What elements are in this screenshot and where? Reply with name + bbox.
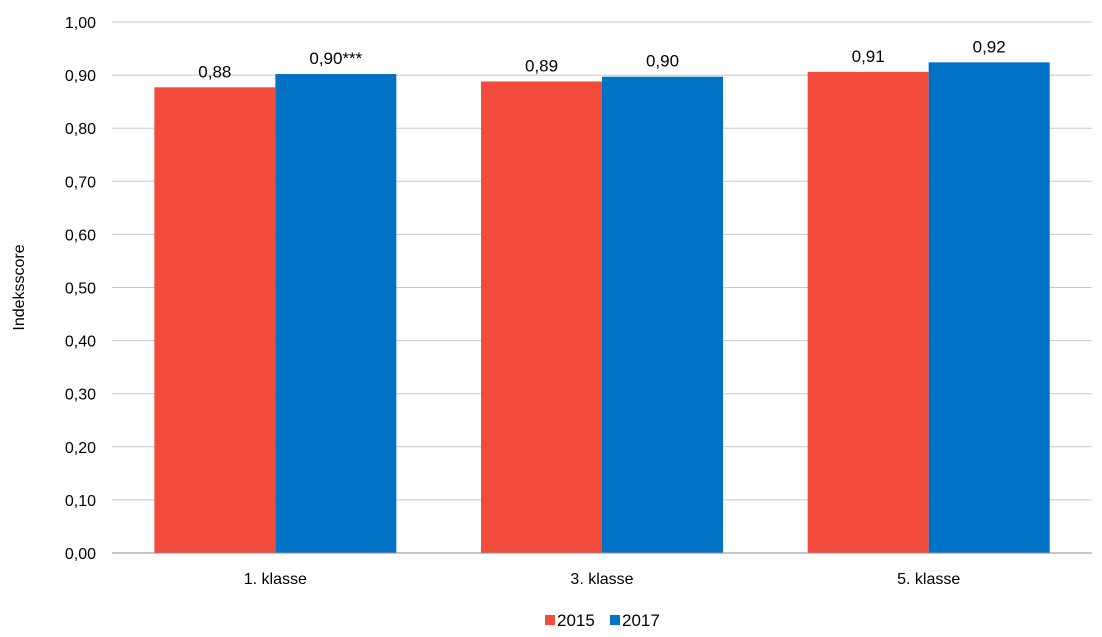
legend-swatch-2017 bbox=[610, 615, 620, 625]
data-label: 0,90*** bbox=[309, 49, 362, 68]
legend-label-2017: 2017 bbox=[622, 611, 660, 630]
y-tick-label: 0,60 bbox=[65, 227, 96, 244]
y-tick-label: 0,00 bbox=[65, 546, 96, 563]
y-tick-label: 0,40 bbox=[65, 334, 96, 351]
bars bbox=[154, 62, 1050, 554]
legend-label-2015: 2015 bbox=[557, 611, 595, 630]
x-tick-label: 3. klasse bbox=[570, 571, 633, 588]
bar-2017-1 bbox=[275, 74, 397, 554]
data-label: 0,90 bbox=[646, 52, 679, 71]
y-tick-label: 0,30 bbox=[65, 387, 96, 404]
y-tick-label: 0,70 bbox=[65, 174, 96, 191]
y-tick-label: 0,20 bbox=[65, 440, 96, 457]
bar-2015-2 bbox=[481, 81, 602, 554]
bar-2017-2 bbox=[602, 76, 723, 554]
data-label: 0,91 bbox=[852, 47, 885, 66]
legend-swatch-2015 bbox=[545, 615, 555, 625]
x-tick-label: 5. klasse bbox=[897, 571, 960, 588]
y-axis-ticks: 0,00 0,10 0,20 0,30 0,40 0,50 0,60 0,70 0,80 0,90… bbox=[65, 15, 96, 563]
data-label: 0,89 bbox=[525, 56, 558, 75]
y-axis-title: Indeksscore bbox=[11, 244, 28, 330]
bar-2017-3 bbox=[928, 62, 1050, 554]
x-tick-label: 1. klasse bbox=[244, 571, 307, 588]
y-tick-label: 0,90 bbox=[65, 68, 96, 85]
y-tick-label: 0,50 bbox=[65, 281, 96, 298]
y-tick-label: 0,80 bbox=[65, 121, 96, 138]
legend: 2015 2017 bbox=[545, 611, 660, 630]
x-axis-ticks: 1. klasse 3. klasse 5. klasse bbox=[244, 571, 961, 588]
bar-2015-1 bbox=[154, 87, 276, 554]
data-label: 0,92 bbox=[973, 37, 1006, 56]
data-label: 0,88 bbox=[198, 62, 231, 81]
bar-2015-3 bbox=[807, 71, 929, 553]
y-tick-label: 1,00 bbox=[65, 15, 96, 32]
data-labels: 0,88 0,90*** 0,89 0,90 0,91 0,92 bbox=[198, 37, 1005, 81]
y-tick-label: 0,10 bbox=[65, 493, 96, 510]
